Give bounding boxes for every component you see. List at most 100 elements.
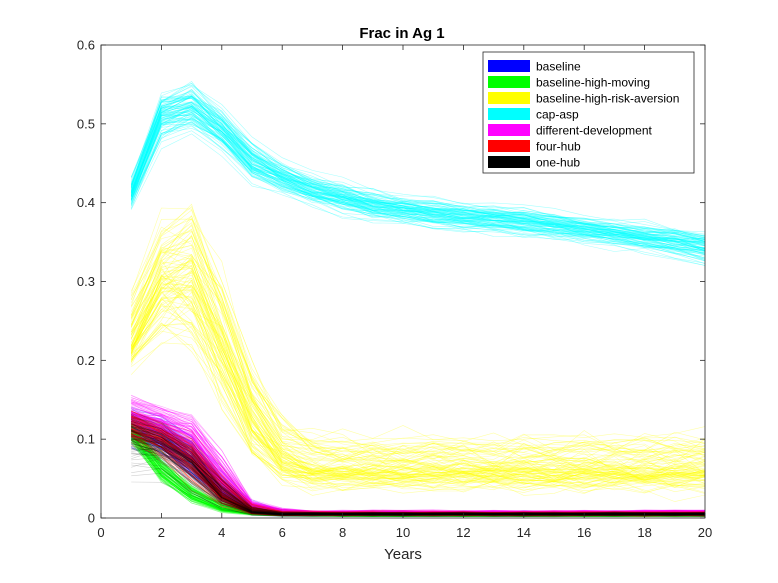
series-line (131, 423, 706, 515)
series-line (131, 418, 706, 515)
series-line (130, 218, 706, 456)
series-line (131, 424, 706, 515)
series-line (131, 409, 706, 514)
series-line (131, 431, 706, 515)
series-line (131, 399, 706, 513)
series-line (131, 414, 706, 514)
series-line (130, 106, 706, 252)
series-line (131, 399, 706, 513)
series-line (131, 414, 705, 515)
series-line (130, 96, 706, 237)
series-line (131, 410, 706, 513)
series-line (130, 98, 706, 243)
legend-item: baseline-high-moving (488, 75, 650, 89)
series-line (131, 425, 706, 516)
series-line (130, 110, 706, 249)
series-line (130, 125, 706, 261)
series-line (130, 247, 706, 471)
series-line (131, 431, 706, 516)
series-line (131, 433, 706, 516)
series-line (131, 435, 706, 516)
series-line (131, 437, 706, 516)
series-line (130, 82, 706, 240)
series-line (131, 434, 706, 516)
legend-swatch (488, 156, 530, 168)
series-line (131, 408, 706, 514)
series-line (130, 282, 706, 478)
series-line (131, 426, 706, 515)
series-line (131, 423, 706, 515)
series-line (131, 419, 706, 515)
series-line (131, 421, 706, 515)
series-line (131, 414, 706, 514)
series-line (131, 419, 706, 515)
series-line (131, 432, 706, 516)
series-line (130, 113, 706, 250)
series-line (130, 436, 706, 517)
series-line (130, 96, 706, 242)
series-line (130, 117, 706, 254)
series-line (130, 291, 706, 488)
series-line (131, 445, 706, 516)
series-line (130, 432, 705, 517)
series-line (131, 421, 706, 514)
series-line (131, 418, 706, 515)
legend-swatch (488, 124, 530, 136)
series-line (131, 438, 706, 517)
series-line (131, 427, 706, 516)
series-line (130, 434, 706, 517)
series-line (131, 419, 706, 515)
series-line (131, 439, 706, 517)
series-line (131, 435, 706, 517)
series-line (130, 104, 706, 246)
series-line (131, 399, 706, 513)
series-line (130, 231, 706, 472)
series-line (130, 96, 706, 238)
series-line (130, 203, 706, 460)
series-line (131, 411, 706, 514)
legend-label: cap-asp (536, 107, 579, 121)
series-line (131, 421, 706, 516)
series-line (130, 264, 706, 477)
series-line (131, 410, 706, 514)
series-line (130, 244, 706, 460)
series-line (131, 442, 706, 517)
series-line (131, 428, 706, 516)
series-line (131, 421, 706, 515)
series-line (131, 429, 706, 515)
series-line (131, 421, 706, 515)
series-line (131, 420, 706, 515)
series-line (130, 105, 706, 249)
series-line (131, 411, 706, 514)
series-line (131, 421, 706, 515)
legend-swatch (488, 92, 530, 104)
series-line (131, 430, 706, 516)
series-line (131, 406, 706, 514)
legend-item: baseline (488, 59, 581, 73)
legend-swatch (488, 108, 530, 120)
series-line (130, 438, 706, 517)
series-line (130, 218, 706, 447)
series-line (130, 91, 706, 233)
series-line (131, 435, 706, 516)
series-line (131, 434, 706, 517)
series-line (131, 414, 706, 515)
series-line (131, 439, 705, 516)
series-line (131, 429, 705, 516)
series-line (131, 429, 706, 516)
series-line (131, 411, 706, 514)
series-line (131, 423, 706, 515)
series-line (130, 434, 705, 517)
series-line (130, 286, 706, 481)
series-line (130, 425, 706, 516)
series-line (131, 429, 706, 516)
series-line (130, 89, 706, 241)
series-line (130, 433, 705, 517)
series-line (131, 424, 705, 516)
series-line (131, 430, 705, 516)
series-line (131, 436, 706, 515)
series-line (130, 429, 706, 517)
series-line (131, 422, 705, 515)
series-line (131, 418, 706, 515)
series-line (130, 427, 706, 517)
